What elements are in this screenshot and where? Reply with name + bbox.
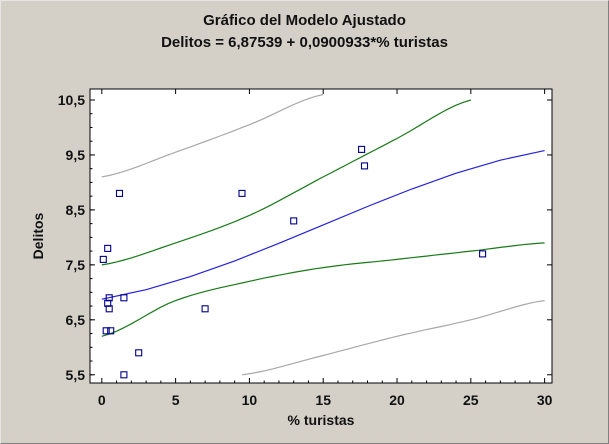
chart-subtitle: Delitos = 6,87539 + 0,0900933*% turistas xyxy=(161,34,448,51)
y-axis-title: Delitos xyxy=(30,212,46,259)
chart-title: Gráfico del Modelo Ajustado xyxy=(203,12,406,29)
x-tick-label: 5 xyxy=(172,392,180,408)
fitted-line xyxy=(101,150,545,300)
plot-area xyxy=(89,88,553,384)
y-tick-label: 10,5 xyxy=(58,92,85,108)
x-axis-title: % turistas xyxy=(288,412,355,428)
data-point xyxy=(479,250,487,258)
data-point xyxy=(105,294,113,302)
prediction-upper-line xyxy=(101,93,324,178)
y-tick-label: 5,5 xyxy=(66,367,86,383)
y-tick-label: 7,5 xyxy=(66,257,86,273)
x-tick-label: 0 xyxy=(98,392,106,408)
y-tick-label: 9,5 xyxy=(66,147,86,163)
data-point xyxy=(201,305,209,313)
data-point xyxy=(102,327,110,335)
chart-title-block: Gráfico del Modelo Ajustado Delitos = 6,… xyxy=(0,10,609,54)
x-tick-label: 15 xyxy=(315,392,331,408)
confidence-upper-line xyxy=(101,99,471,266)
data-point xyxy=(358,145,366,153)
prediction-lower-line xyxy=(241,300,545,376)
x-tick-label: 10 xyxy=(242,392,258,408)
confidence-lower-line xyxy=(101,242,545,337)
data-point xyxy=(290,217,298,225)
y-axis: 5,5 6,5 7,5 8,5 9,5 10,5 xyxy=(58,92,552,383)
data-point xyxy=(104,244,112,252)
data-point xyxy=(105,305,113,313)
x-axis: 0 5 10 15 20 25 30 xyxy=(98,89,553,408)
data-point xyxy=(99,255,107,263)
x-tick-label: 20 xyxy=(389,392,405,408)
data-point xyxy=(238,189,246,197)
x-tick-label: 25 xyxy=(463,392,479,408)
data-point xyxy=(135,349,143,357)
y-tick-label: 8,5 xyxy=(66,202,86,218)
data-point xyxy=(120,371,128,379)
x-tick-label: 30 xyxy=(537,392,553,408)
data-point xyxy=(120,294,128,302)
data-point xyxy=(360,162,369,170)
points-group xyxy=(99,145,487,379)
curves-group xyxy=(101,93,545,376)
data-point xyxy=(115,189,124,197)
y-tick-label: 6,5 xyxy=(66,312,86,328)
data-point xyxy=(107,327,115,335)
